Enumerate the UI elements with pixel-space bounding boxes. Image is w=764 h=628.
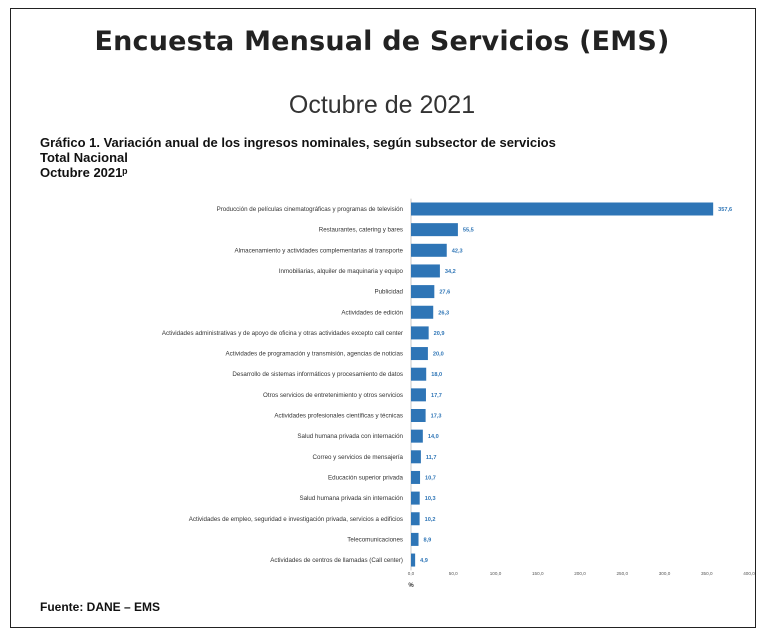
value-label: 20,9 xyxy=(434,331,445,337)
category-label: Restaurantes, catering y bares xyxy=(319,227,403,234)
category-label: Actividades administrativas y de apoyo d… xyxy=(162,330,403,337)
value-label: 18,0 xyxy=(431,372,442,378)
category-label: Otros servicios de entretenimiento y otr… xyxy=(263,392,403,399)
bar xyxy=(411,326,429,340)
value-label: 27,6 xyxy=(439,290,450,296)
x-tick-label: 200,0 xyxy=(574,571,586,576)
x-tick-label: 50,0 xyxy=(449,571,458,576)
bar xyxy=(411,470,421,484)
chart-heading: Gráfico 1. Variación anual de los ingres… xyxy=(40,135,556,180)
category-label: Almacenamiento y actividades complementa… xyxy=(234,247,403,254)
x-tick-label: 150,0 xyxy=(532,571,544,576)
bar xyxy=(411,491,420,505)
page-subtitle: Octubre de 2021 xyxy=(288,91,476,119)
category-label: Producción de películas cinematográficas… xyxy=(217,206,404,213)
value-label: 8,9 xyxy=(424,537,432,543)
category-label: Actividades de edición xyxy=(341,309,403,316)
bar xyxy=(411,429,423,443)
x-tick-label: 400,0 xyxy=(743,571,755,576)
value-label: 42,3 xyxy=(452,248,463,254)
chart-scope: Total Nacional xyxy=(40,150,128,165)
x-axis-label: % xyxy=(408,583,414,589)
chart-period: Octubre 2021ᵖ xyxy=(40,165,128,180)
bar xyxy=(411,202,714,216)
value-label: 11,7 xyxy=(426,455,437,461)
bar xyxy=(411,388,426,402)
x-tick-label: 350,0 xyxy=(701,571,713,576)
category-label: Telecomunicaciones xyxy=(347,536,403,543)
category-label: Inmobiliarias, alquiler de maquinaria y … xyxy=(279,268,404,275)
bar xyxy=(411,450,421,464)
source-note: Fuente: DANE – EMS xyxy=(40,600,161,614)
category-label: Salud humana privada con internación xyxy=(297,433,403,440)
value-label: 20,0 xyxy=(433,352,444,358)
bar xyxy=(411,285,435,299)
x-tick-label: 0,0 xyxy=(408,571,415,576)
x-tick-label: 250,0 xyxy=(617,571,629,576)
value-label: 34,2 xyxy=(445,269,456,275)
bar xyxy=(411,512,420,526)
bar xyxy=(411,367,427,381)
category-label: Desarrollo de sistemas informáticos y pr… xyxy=(232,371,403,378)
bar xyxy=(411,243,447,257)
value-label: 10,3 xyxy=(425,496,436,502)
bar xyxy=(411,305,434,319)
chart-title: Gráfico 1. Variación anual de los ingres… xyxy=(40,135,556,150)
bar xyxy=(411,532,419,546)
category-label: Educación superior privada xyxy=(328,474,404,481)
value-label: 10,2 xyxy=(425,517,436,523)
x-tick-label: 300,0 xyxy=(659,571,671,576)
category-label: Publicidad xyxy=(374,289,403,296)
category-label: Actividades de programación y transmisió… xyxy=(226,351,403,358)
category-label: Actividades de empleo, seguridad e inves… xyxy=(189,516,403,523)
page-title: Encuesta Mensual de Servicios (EMS) xyxy=(94,26,670,57)
value-label: 10,7 xyxy=(425,475,436,481)
value-label: 55,5 xyxy=(463,228,474,234)
category-label: Actividades profesionales científicas y … xyxy=(274,413,403,420)
value-label: 17,3 xyxy=(431,414,442,420)
bar xyxy=(411,264,440,278)
bar xyxy=(411,347,428,361)
value-label: 14,0 xyxy=(428,434,439,440)
value-label: 357,6 xyxy=(718,207,732,213)
bar xyxy=(411,409,426,422)
bar xyxy=(411,553,416,567)
category-label: Correo y servicios de mensajería xyxy=(313,454,404,461)
bar xyxy=(411,223,458,237)
value-label: 17,7 xyxy=(431,393,442,399)
value-label: 4,9 xyxy=(420,558,428,564)
category-label: Salud humana privada sin internación xyxy=(299,495,403,502)
x-tick-label: 100,0 xyxy=(490,571,502,576)
value-label: 26,3 xyxy=(438,310,449,316)
category-label: Actividades de centros de llamadas (Call… xyxy=(270,557,403,564)
